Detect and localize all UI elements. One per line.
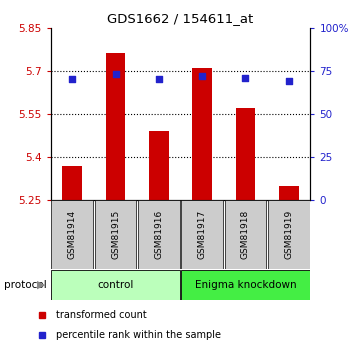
Text: GSM81916: GSM81916 [155,210,163,259]
Bar [225,200,266,269]
Text: control: control [97,280,134,289]
Point [286,78,292,84]
Bar [62,166,82,200]
Text: GSM81917: GSM81917 [198,210,206,259]
Text: GSM81914: GSM81914 [68,210,77,259]
Bar [181,270,310,299]
Bar [149,131,169,200]
Bar [268,200,310,269]
Bar [51,270,180,299]
Text: GDS1662 / 154611_at: GDS1662 / 154611_at [107,12,254,25]
Bar [192,68,212,200]
Bar [106,53,125,200]
Point [113,71,118,77]
Text: ▶: ▶ [37,280,46,289]
Bar [279,186,299,200]
Text: GSM81918: GSM81918 [241,210,250,259]
Bar [51,200,93,269]
Point [199,73,205,79]
Text: GSM81915: GSM81915 [111,210,120,259]
Point [243,75,248,80]
Bar [138,200,180,269]
Text: Enigma knockdown: Enigma knockdown [195,280,296,289]
Text: transformed count: transformed count [56,309,147,319]
Text: protocol: protocol [4,280,46,289]
Bar [236,108,255,200]
Bar [95,200,136,269]
Text: percentile rank within the sample: percentile rank within the sample [56,330,221,340]
Bar [181,200,223,269]
Point [69,77,75,82]
Text: GSM81919: GSM81919 [284,210,293,259]
Point [156,77,162,82]
